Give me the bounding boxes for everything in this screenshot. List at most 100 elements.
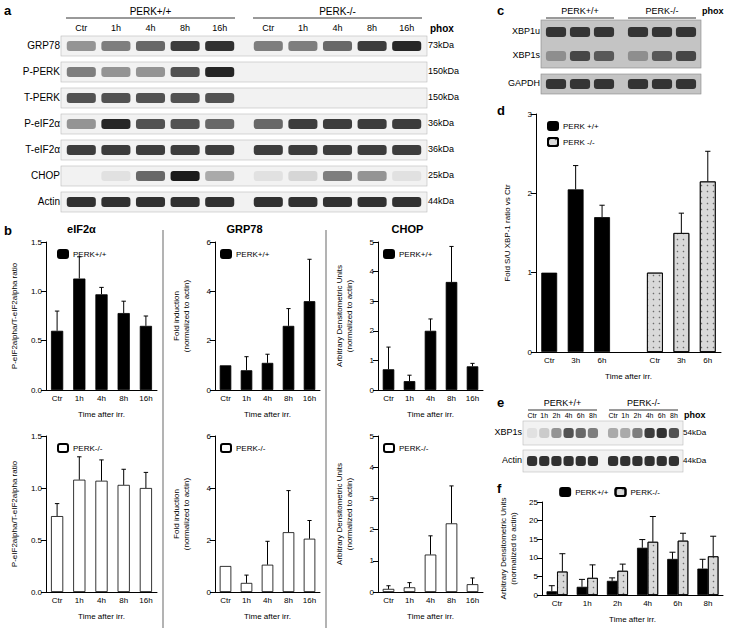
svg-text:P-eIF2alpha/T-eIF2alpha ratio: P-eIF2alpha/T-eIF2alpha ratio <box>10 460 19 567</box>
svg-text:150kDa: 150kDa <box>428 92 459 102</box>
svg-text:15: 15 <box>529 535 538 544</box>
svg-text:4: 4 <box>370 267 375 276</box>
svg-text:4h: 4h <box>565 412 573 419</box>
svg-text:16h: 16h <box>466 596 479 605</box>
svg-text:Fold induction: Fold induction <box>172 489 181 539</box>
svg-text:PERK-/-: PERK-/- <box>399 444 429 453</box>
svg-text:1h: 1h <box>111 23 121 33</box>
svg-text:Ctr: Ctr <box>650 356 661 365</box>
svg-text:0: 0 <box>207 386 212 395</box>
svg-text:0: 0 <box>207 588 212 597</box>
svg-text:16h: 16h <box>466 394 479 403</box>
svg-text:Time after irr.: Time after irr. <box>244 612 291 621</box>
svg-text:Ctr: Ctr <box>383 596 394 605</box>
svg-text:CHOP: CHOP <box>31 170 60 181</box>
svg-text:eIF2α: eIF2α <box>67 223 96 235</box>
svg-text:Ctr: Ctr <box>52 596 63 605</box>
svg-text:Time after irr.: Time after irr. <box>609 615 656 624</box>
svg-text:4h: 4h <box>426 394 435 403</box>
svg-text:0: 0 <box>534 591 539 600</box>
svg-text:Ctr: Ctr <box>383 394 394 403</box>
svg-text:3h: 3h <box>677 356 686 365</box>
svg-text:Time after irr.: Time after irr. <box>244 410 291 419</box>
svg-text:Time after irr.: Time after irr. <box>78 410 125 419</box>
svg-text:54kDa: 54kDa <box>683 428 707 437</box>
svg-text:1: 1 <box>370 556 375 565</box>
svg-text:phox: phox <box>684 410 706 420</box>
svg-text:5: 5 <box>370 432 375 441</box>
svg-text:1.0: 1.0 <box>31 484 43 493</box>
svg-text:Time after irr.: Time after irr. <box>78 612 125 621</box>
svg-text:8h: 8h <box>447 394 456 403</box>
svg-text:PERK+/+: PERK+/+ <box>575 488 609 497</box>
svg-text:8h: 8h <box>119 394 128 403</box>
svg-text:36kDa: 36kDa <box>428 118 454 128</box>
svg-text:PERK-/-: PERK-/- <box>73 444 103 453</box>
svg-text:1h: 1h <box>75 394 84 403</box>
svg-text:PERK+/+: PERK+/+ <box>399 250 433 259</box>
svg-text:2: 2 <box>370 326 375 335</box>
svg-text:4h: 4h <box>263 596 272 605</box>
svg-text:3: 3 <box>370 297 375 306</box>
svg-text:Ctr: Ctr <box>552 599 563 608</box>
svg-text:1h: 1h <box>242 394 251 403</box>
svg-text:GAPDH: GAPDH <box>508 78 540 88</box>
svg-text:6h: 6h <box>703 356 712 365</box>
svg-text:8h: 8h <box>180 23 190 33</box>
svg-text:16h: 16h <box>139 394 152 403</box>
svg-text:0.5: 0.5 <box>31 336 43 345</box>
svg-text:(normalized to actin): (normalized to actin) <box>345 477 354 550</box>
svg-text:6: 6 <box>207 432 212 441</box>
svg-text:P-PERK: P-PERK <box>23 66 61 77</box>
svg-text:c: c <box>497 3 504 18</box>
svg-text:(normalized to actin): (normalized to actin) <box>182 279 191 352</box>
svg-text:PERK+/+: PERK+/+ <box>73 250 107 259</box>
svg-text:1: 1 <box>370 356 375 365</box>
svg-text:Fold induction: Fold induction <box>172 291 181 341</box>
svg-text:3: 3 <box>370 494 375 503</box>
svg-text:6h: 6h <box>577 412 585 419</box>
svg-text:0.5: 0.5 <box>31 536 43 545</box>
svg-text:8h: 8h <box>284 596 293 605</box>
svg-text:1h: 1h <box>405 596 414 605</box>
svg-text:2: 2 <box>528 189 533 198</box>
svg-text:PERK+/+: PERK+/+ <box>236 250 270 259</box>
svg-text:PERK +/+: PERK +/+ <box>563 122 599 131</box>
svg-text:Ctr: Ctr <box>544 356 555 365</box>
svg-text:Ctr: Ctr <box>608 412 618 419</box>
svg-text:0.0: 0.0 <box>31 588 43 597</box>
svg-text:1h: 1h <box>583 599 592 608</box>
svg-text:8h: 8h <box>670 412 678 419</box>
svg-text:1h: 1h <box>621 412 629 419</box>
svg-text:PERK+/+: PERK+/+ <box>130 6 172 17</box>
svg-text:1h: 1h <box>242 596 251 605</box>
svg-text:16h: 16h <box>303 596 316 605</box>
svg-text:25kDa: 25kDa <box>428 170 454 180</box>
svg-text:16h: 16h <box>303 394 316 403</box>
svg-text:4h: 4h <box>332 23 342 33</box>
svg-text:Ctr: Ctr <box>75 23 87 33</box>
svg-text:16h: 16h <box>399 23 414 33</box>
svg-text:Time after irr.: Time after irr. <box>407 612 454 621</box>
svg-text:6: 6 <box>207 238 212 247</box>
svg-text:T-eIF2α: T-eIF2α <box>25 144 60 155</box>
svg-text:4: 4 <box>207 287 212 296</box>
svg-text:f: f <box>497 481 502 496</box>
svg-text:6h: 6h <box>598 356 607 365</box>
svg-text:d: d <box>497 103 505 118</box>
svg-text:5: 5 <box>370 238 375 247</box>
svg-text:1h: 1h <box>540 412 548 419</box>
svg-text:2h: 2h <box>553 412 561 419</box>
svg-text:PERK+/+: PERK+/+ <box>544 398 582 408</box>
svg-text:e: e <box>497 395 504 410</box>
svg-text:Arbitrary Densitometric Units: Arbitrary Densitometric Units <box>499 498 508 600</box>
svg-text:4h: 4h <box>426 596 435 605</box>
svg-text:44kDa: 44kDa <box>683 456 707 465</box>
svg-text:8h: 8h <box>703 599 712 608</box>
svg-text:Actin: Actin <box>38 196 60 207</box>
svg-text:8h: 8h <box>589 412 597 419</box>
svg-text:16h: 16h <box>139 596 152 605</box>
svg-text:20: 20 <box>529 516 538 525</box>
svg-text:8h: 8h <box>284 394 293 403</box>
svg-text:(normalized to actin): (normalized to actin) <box>182 477 191 550</box>
